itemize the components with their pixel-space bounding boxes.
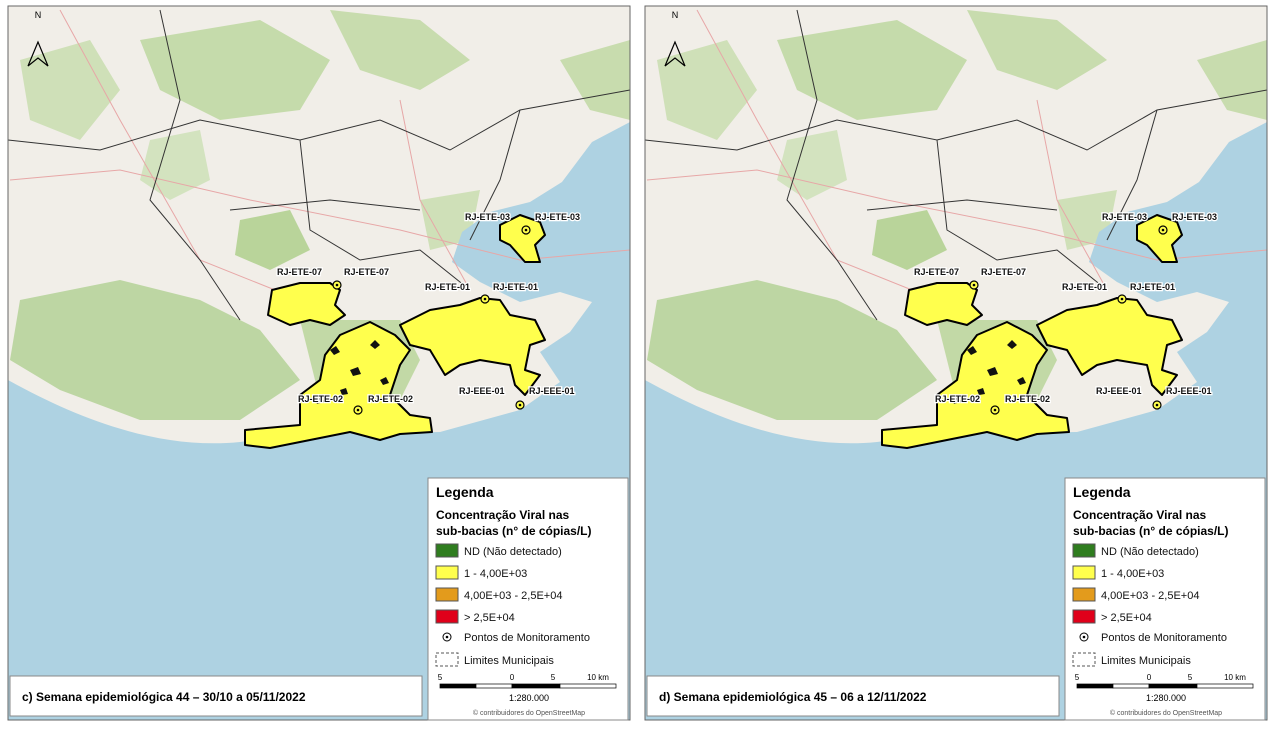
- panel-border: [644, 5, 1268, 721]
- scale-ratio: 1:280.000: [509, 693, 549, 703]
- monitoring-point-dot: [335, 283, 339, 287]
- map-credit: © contribuidores do OpenStreetMap: [473, 709, 585, 717]
- station-label: RJ-ETE-03: [535, 212, 580, 222]
- station-label: RJ-ETE-07: [344, 267, 389, 277]
- map-panel: N RJ-ETE-03 RJ-ETE-03 RJ-ETE-07 RJ-ETE-07 RJ-…: [644, 5, 1268, 721]
- legend-title: Legenda: [1073, 484, 1131, 500]
- scale-label: 0: [510, 673, 515, 682]
- caption-box: [646, 675, 1060, 717]
- caption: c) Semana epidemiológica 44 – 30/10 a 05…: [22, 690, 306, 704]
- monitoring-point-dot: [1120, 297, 1124, 301]
- station-label: RJ-ETE-01: [1130, 282, 1175, 292]
- legend-box: [1064, 477, 1266, 721]
- scale-bar: [1196, 683, 1254, 689]
- station-label: RJ-ETE-03: [465, 212, 510, 222]
- station-label: RJ-ETE-02: [298, 394, 343, 404]
- legend-swatch: [1072, 543, 1096, 558]
- scale-bar: [439, 683, 477, 689]
- legend-label: Pontos de Monitoramento: [464, 632, 590, 644]
- station-label: RJ-ETE-03: [1102, 212, 1147, 222]
- legend-label: Pontos de Monitoramento: [1101, 632, 1227, 644]
- legend-swatch: [1072, 565, 1096, 580]
- legend-label: Limites Municipais: [1101, 655, 1191, 667]
- legend-label: 1 - 4,00E+03: [464, 568, 527, 580]
- legend-label: > 2,5E+04: [464, 612, 515, 624]
- scale-label: 5: [438, 673, 443, 682]
- legend-label: 4,00E+03 - 2,5E+04: [1101, 590, 1199, 602]
- legend-label: ND (Não detectado): [464, 546, 562, 558]
- legend-limits: [1072, 652, 1096, 667]
- legend-box: [427, 477, 629, 721]
- monitoring-point-dot: [524, 228, 528, 232]
- legend-label: 4,00E+03 - 2,5E+04: [464, 590, 562, 602]
- legend-point: [1079, 632, 1089, 642]
- legend-title: Legenda: [436, 484, 494, 500]
- station-label: RJ-ETE-01: [1062, 282, 1107, 292]
- monitoring-point-dot: [1155, 403, 1159, 407]
- legend-subtitle: sub-bacias (n° de cópias/L): [1073, 524, 1229, 538]
- monitoring-point-dot: [972, 283, 976, 287]
- station-label: RJ-ETE-02: [1005, 394, 1050, 404]
- scale-bar: [475, 683, 513, 689]
- panels: N RJ-ETE-03 RJ-ETE-03 RJ-ETE-07 RJ-ETE-07 RJ-…: [7, 5, 1268, 721]
- legend-swatch: [1072, 609, 1096, 624]
- legend-limits: [435, 652, 459, 667]
- station-label: RJ-ETE-03: [1172, 212, 1217, 222]
- scale-ratio: 1:280.000: [1146, 693, 1186, 703]
- station-label: RJ-ETE-01: [493, 282, 538, 292]
- caption: d) Semana epidemiológica 45 – 06 a 12/11…: [659, 690, 927, 704]
- monitoring-point-dot: [483, 297, 487, 301]
- legend-swatch: [1072, 587, 1096, 602]
- station-label: RJ-ETE-07: [981, 267, 1026, 277]
- legend-label: > 2,5E+04: [1101, 612, 1152, 624]
- north-label: N: [672, 10, 679, 20]
- scale-label: 5: [1075, 673, 1080, 682]
- panel-border: [7, 5, 631, 721]
- legend-swatch: [435, 587, 459, 602]
- legend-point-dot: [445, 635, 449, 639]
- monitoring-point-dot: [993, 408, 997, 412]
- legend-label: ND (Não detectado): [1101, 546, 1199, 558]
- station-label: RJ-EEE-01: [1096, 386, 1142, 396]
- station-label: RJ-ETE-07: [277, 267, 322, 277]
- monitoring-point-dot: [518, 403, 522, 407]
- scale-bar: [1148, 683, 1198, 689]
- legend-subtitle: Concentração Viral nas: [1073, 508, 1206, 522]
- monitoring-point-dot: [356, 408, 360, 412]
- legend-label: 1 - 4,00E+03: [1101, 568, 1164, 580]
- map-credit: © contribuidores do OpenStreetMap: [1110, 709, 1222, 717]
- station-label: RJ-ETE-07: [914, 267, 959, 277]
- station-label: RJ-ETE-02: [935, 394, 980, 404]
- north-label: N: [35, 10, 42, 20]
- map-panel: N RJ-ETE-03 RJ-ETE-03 RJ-ETE-07 RJ-ETE-07 RJ-…: [7, 5, 631, 721]
- legend-label: Limites Municipais: [464, 655, 554, 667]
- legend-subtitle: sub-bacias (n° de cópias/L): [436, 524, 592, 538]
- scale-label: 10 km: [587, 673, 609, 682]
- monitoring-point-dot: [1161, 228, 1165, 232]
- legend-swatch: [435, 565, 459, 580]
- caption-box: [9, 675, 423, 717]
- station-label: RJ-ETE-01: [425, 282, 470, 292]
- scale-label: 10 km: [1224, 673, 1246, 682]
- scale-bar: [1076, 683, 1114, 689]
- scale-label: 0: [1147, 673, 1152, 682]
- station-label: RJ-EEE-01: [529, 386, 575, 396]
- scale-bar: [559, 683, 617, 689]
- legend-subtitle: Concentração Viral nas: [436, 508, 569, 522]
- legend-swatch: [435, 609, 459, 624]
- scale-label: 5: [551, 673, 556, 682]
- station-label: RJ-ETE-02: [368, 394, 413, 404]
- legend-point-dot: [1082, 635, 1086, 639]
- scale-label: 5: [1188, 673, 1193, 682]
- legend-point: [442, 632, 452, 642]
- station-label: RJ-EEE-01: [459, 386, 505, 396]
- legend-swatch: [435, 543, 459, 558]
- station-label: RJ-EEE-01: [1166, 386, 1212, 396]
- scale-bar: [511, 683, 561, 689]
- scale-bar: [1112, 683, 1150, 689]
